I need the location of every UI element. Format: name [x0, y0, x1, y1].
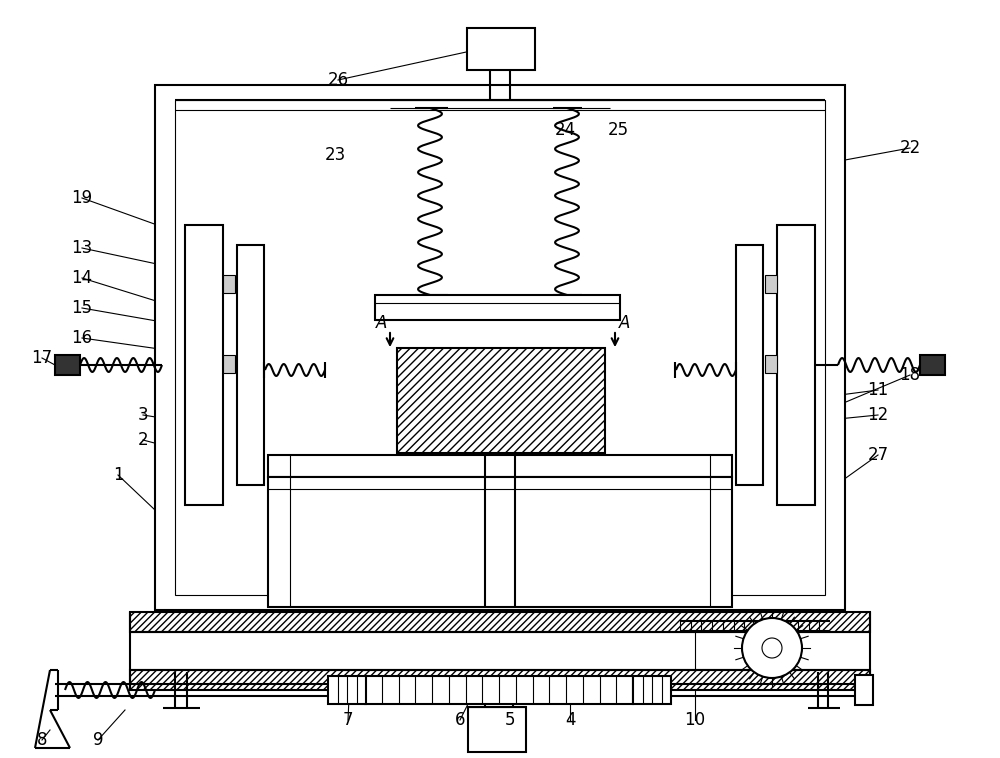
- Text: 5: 5: [505, 711, 515, 729]
- Bar: [920, 355, 945, 375]
- Text: 16: 16: [71, 329, 93, 347]
- Text: 14: 14: [71, 269, 93, 287]
- Bar: [130, 612, 870, 632]
- Bar: [223, 355, 235, 373]
- Text: 23: 23: [324, 146, 346, 164]
- Text: 22: 22: [899, 139, 921, 157]
- Text: 4: 4: [565, 711, 575, 729]
- Bar: [765, 275, 777, 293]
- Text: 25: 25: [607, 121, 629, 139]
- Text: 15: 15: [71, 299, 93, 317]
- Text: 24: 24: [554, 121, 576, 139]
- Text: 19: 19: [71, 189, 93, 207]
- Text: 17: 17: [31, 349, 53, 367]
- Bar: [765, 355, 777, 373]
- Text: 9: 9: [93, 731, 103, 749]
- Bar: [328, 676, 366, 704]
- Text: 12: 12: [867, 406, 889, 424]
- Bar: [185, 225, 223, 505]
- Bar: [130, 670, 870, 690]
- Bar: [175, 100, 825, 595]
- Text: 3: 3: [138, 406, 148, 424]
- Text: 26: 26: [327, 71, 349, 89]
- Bar: [855, 675, 873, 705]
- Bar: [777, 225, 815, 505]
- Text: 10: 10: [684, 711, 706, 729]
- Bar: [268, 477, 732, 607]
- Bar: [268, 455, 732, 477]
- Circle shape: [762, 638, 782, 658]
- Bar: [397, 348, 605, 453]
- Bar: [155, 85, 845, 610]
- Text: A: A: [376, 314, 388, 332]
- Bar: [375, 295, 620, 320]
- Text: 8: 8: [37, 731, 47, 749]
- Text: 1: 1: [113, 466, 123, 484]
- Text: 27: 27: [867, 446, 889, 464]
- Bar: [468, 707, 526, 752]
- Text: 6: 6: [455, 711, 465, 729]
- Circle shape: [742, 618, 802, 678]
- Text: 2: 2: [138, 431, 148, 449]
- Bar: [237, 245, 264, 485]
- Text: 11: 11: [867, 381, 889, 399]
- Text: 13: 13: [71, 239, 93, 257]
- Bar: [467, 28, 535, 70]
- Bar: [223, 275, 235, 293]
- Bar: [736, 245, 763, 485]
- Bar: [365, 676, 633, 704]
- Text: A: A: [619, 314, 631, 332]
- Bar: [55, 355, 80, 375]
- Text: 7: 7: [343, 711, 353, 729]
- Text: 18: 18: [899, 366, 921, 384]
- Bar: [633, 676, 671, 704]
